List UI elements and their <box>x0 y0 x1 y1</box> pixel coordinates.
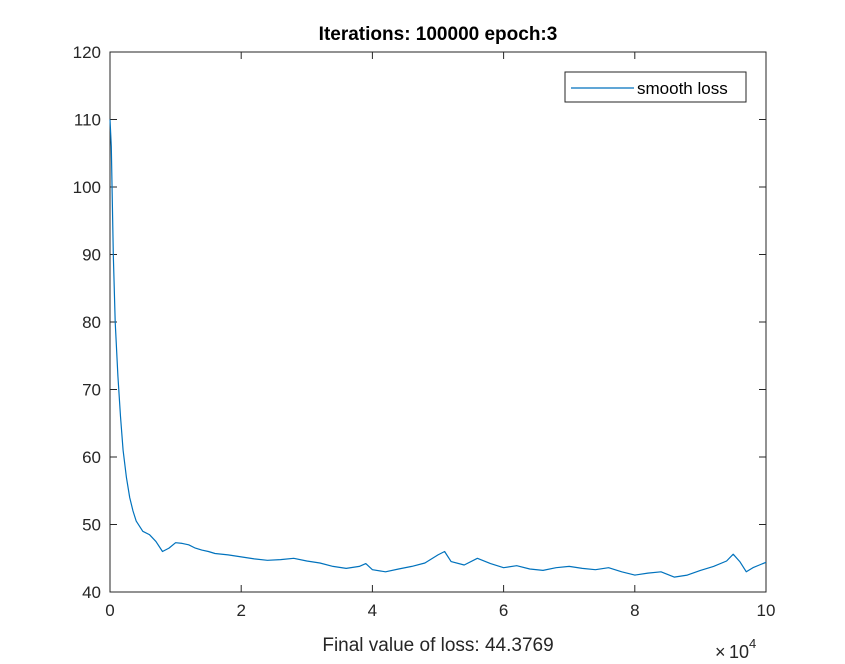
x-tick-label: 6 <box>499 601 508 620</box>
x-tick-label: 8 <box>630 601 639 620</box>
y-tick-label: 60 <box>82 448 101 467</box>
x-exponent-label: × 10 4 <box>715 636 756 662</box>
x-axis-label: Final value of loss: 44.3769 <box>322 635 553 656</box>
x-tick-label: 0 <box>105 601 114 620</box>
y-tick-label: 110 <box>74 111 101 130</box>
x-tick-label: 2 <box>236 601 245 620</box>
y-tick-label: 40 <box>82 583 101 602</box>
x-tick-label: 4 <box>368 601 377 620</box>
y-tick-label: 100 <box>73 178 101 197</box>
x-exponent-base: 10 <box>729 642 749 662</box>
x-exponent-times: × <box>715 642 726 662</box>
x-tick-label: 10 <box>757 601 776 620</box>
legend: smooth loss <box>564 71 747 103</box>
x-exponent-power: 4 <box>749 636 756 651</box>
legend-box <box>564 71 747 103</box>
plot-area <box>109 51 767 593</box>
legend-entry-smooth-loss: smooth loss <box>637 79 728 98</box>
y-tick-label: 70 <box>82 381 101 400</box>
chart-title: Iterations: 100000 epoch:3 <box>319 24 558 45</box>
y-tick-label: 50 <box>82 516 101 535</box>
series-layer <box>109 119 767 578</box>
y-tick-label: 80 <box>82 313 101 332</box>
series-line-smooth-loss <box>109 119 767 578</box>
y-tick-label: 90 <box>82 246 101 265</box>
y-tick-label: 120 <box>73 43 101 62</box>
axis-ticks: 0 2 4 6 8 10 40 50 60 70 80 90 100 110 120 <box>73 43 776 620</box>
